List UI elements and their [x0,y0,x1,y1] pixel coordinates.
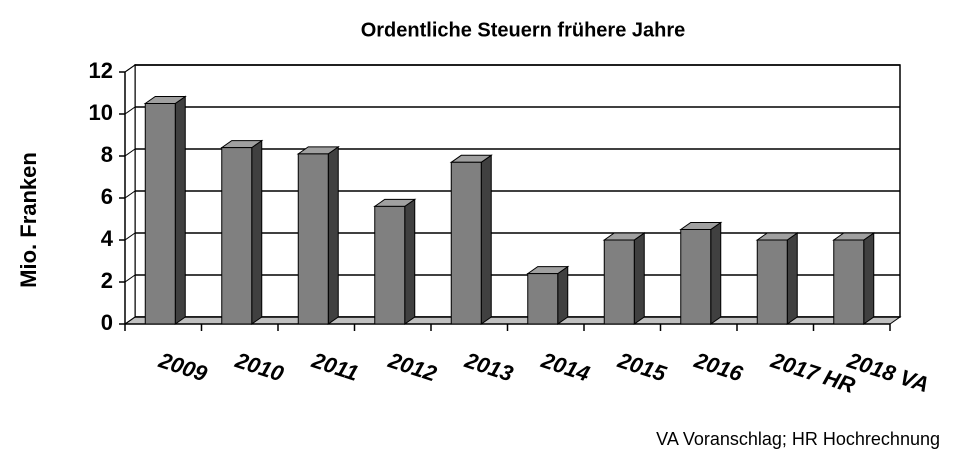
note: VA Voranschlag; HR Hochrechnung [656,429,940,449]
bar [602,232,646,325]
grid-line-side [124,148,136,157]
y-tick-label: 10 [89,100,113,125]
y-tick-label: 4 [101,226,114,251]
x-tick-label: 2014 [537,347,592,386]
y-tick-label: 12 [89,58,113,83]
grid-line-side [124,190,136,199]
y-tick-label: 0 [101,310,113,335]
bar [832,232,876,325]
chart-title: Ordentliche Steuern frühere Jahre [361,19,686,41]
grid-line-side [124,64,136,73]
grid-line-side [124,274,136,283]
x-tick-label: 2013 [461,347,516,386]
bar [526,265,570,325]
bar [373,198,417,325]
y-tick-label: 6 [101,184,113,209]
x-tick-label: 2011 [308,347,362,386]
x-tick-label: 2018 VA [843,347,932,397]
bar [143,95,187,325]
x-tick-label: 2017 HR [767,347,858,398]
x-tick-label: 2016 [690,347,746,386]
grid-line-side [124,106,136,115]
bar [449,154,493,325]
x-tick-label: 2015 [614,347,670,386]
bar [296,145,340,325]
x-tick-label: 2012 [384,347,440,386]
x-tick-label: 2010 [231,347,287,386]
grid-line-side [124,232,136,241]
y-tick-label: 8 [101,142,113,167]
y-tick-label: 2 [101,268,113,293]
x-tick-label: 2009 [155,347,211,386]
grid-line-side [124,316,136,325]
bar [679,221,723,325]
bar [220,139,264,325]
y-axis-label: Mio. Franken [16,152,41,288]
bar [755,232,799,325]
